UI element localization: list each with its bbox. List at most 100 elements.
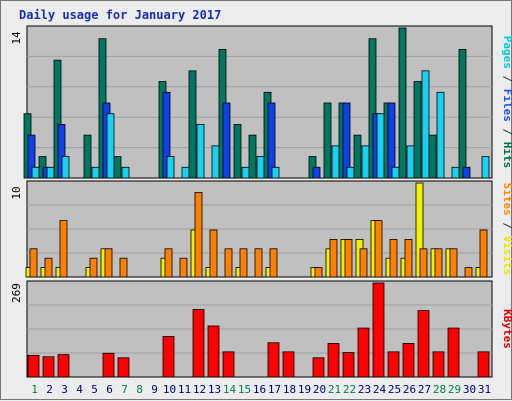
bar-sites-day-17 [269,248,278,278]
bar-sites-day-23 [359,248,368,278]
bar-sites-day-21 [329,238,338,278]
x-tick-label-day-11: 11 [178,383,191,396]
bar-pages-day-21 [331,145,340,179]
bar-pages-day-6 [106,113,115,179]
bar-sites-day-29 [449,248,458,278]
bar-files-day-3 [57,124,66,179]
x-tick-label-day-16: 16 [253,383,266,396]
bar-sites-day-10 [164,248,173,278]
bar-sites-day-2 [44,257,53,278]
x-tick-label-day-4: 4 [76,383,83,396]
legend-label: Sites [501,183,512,216]
bar-hits-day-7 [113,156,122,179]
panel-3-ymax-label: 269 [10,283,23,303]
x-tick-label-day-10: 10 [163,383,176,396]
x-tick-label-day-29: 29 [448,383,461,396]
bar-files-day-20 [312,166,321,179]
bar-sites-day-3 [59,220,68,278]
x-tick-label-day-31: 31 [478,383,491,396]
x-tick-label-day-9: 9 [151,383,158,396]
bar-sites-day-27 [419,248,428,278]
bar-hits-day-3 [53,59,62,179]
bar-kbytes-day-28 [432,351,445,378]
bar-sites-day-1 [29,248,38,278]
bar-sites-day-15 [239,248,248,278]
panel-1-ymax-label: 14 [10,31,23,45]
panel-1-side-legend: Pages / Files / Hits [501,36,512,169]
x-tick-label-day-18: 18 [283,383,296,396]
x-tick-label-day-20: 20 [313,383,326,396]
bar-hits-day-23 [353,134,362,179]
legend-label: Visits [501,236,512,276]
bar-kbytes-day-24 [372,282,385,378]
bar-kbytes-day-20 [312,357,325,378]
legend-label: / [501,216,512,236]
bar-pages-day-24 [376,113,385,179]
panel-2-side-legend: Sites / Visits [501,183,512,276]
legend-label: / [501,69,512,89]
bar-kbytes-day-31 [477,351,490,378]
bar-sites-day-25 [389,238,398,278]
bar-pages-day-23 [361,145,370,179]
x-tick-label-day-24: 24 [373,383,387,396]
bar-kbytes-day-13 [207,325,220,378]
bar-pages-day-10 [166,156,175,179]
bar-kbytes-day-27 [417,310,430,378]
bar-kbytes-day-2 [42,356,55,378]
bar-files-day-30 [462,166,471,179]
bar-hits-day-12 [188,70,197,179]
bar-sites-day-7 [119,257,128,278]
bar-kbytes-day-1 [27,354,40,378]
x-tick-label-day-7: 7 [121,383,128,396]
panel-3-side-legend: KBytes [501,309,512,349]
legend-label: Pages [501,36,512,69]
bar-kbytes-day-12 [192,309,205,378]
x-tick-label-day-30: 30 [463,383,476,396]
x-tick-label-day-2: 2 [46,383,53,396]
bar-files-day-22 [342,102,351,179]
bar-kbytes-day-18 [282,351,295,378]
x-tick-label-day-22: 22 [343,383,356,396]
bar-hits-day-15 [233,124,242,179]
legend-label: / [501,122,512,142]
bar-sites-day-28 [434,248,443,278]
bar-kbytes-day-3 [57,354,70,378]
x-tick-label-day-19: 19 [298,383,311,396]
bar-hits-day-27 [413,81,422,179]
x-tick-label-day-23: 23 [358,383,371,396]
bar-pages-day-29 [451,166,460,179]
bar-sites-day-24 [374,220,383,278]
x-tick-label-day-17: 17 [268,383,281,396]
x-tick-label-day-21: 21 [328,383,341,396]
x-tick-label-day-27: 27 [418,383,431,396]
x-tick-label-day-15: 15 [238,383,251,396]
bar-pages-day-5 [91,166,100,179]
legend-label: Hits [501,142,512,169]
bar-sites-day-11 [179,257,188,278]
bar-pages-day-28 [436,91,445,179]
bar-hits-day-24 [368,38,377,179]
legend-label: Files [501,89,512,122]
bar-files-day-14 [222,102,231,179]
bar-kbytes-day-29 [447,327,460,378]
bar-kbytes-day-7 [117,357,130,378]
bar-sites-day-13 [209,229,218,278]
bar-kbytes-day-6 [102,352,115,378]
bar-files-day-1 [27,134,36,179]
bar-sites-day-22 [344,238,353,278]
x-tick-label-day-6: 6 [106,383,113,396]
chart-title: Daily usage for January 2017 [19,8,221,22]
bar-pages-day-7 [121,166,130,179]
x-tick-label-day-3: 3 [61,383,68,396]
bar-pages-day-17 [271,166,280,179]
bar-sites-day-5 [89,257,98,278]
bar-kbytes-day-10 [162,336,175,378]
bar-pages-day-15 [241,166,250,179]
bar-kbytes-day-22 [342,352,355,378]
bar-sites-day-30 [464,267,473,278]
bar-pages-day-31 [481,156,490,179]
bar-pages-day-12 [196,124,205,179]
bar-files-day-17 [267,102,276,179]
